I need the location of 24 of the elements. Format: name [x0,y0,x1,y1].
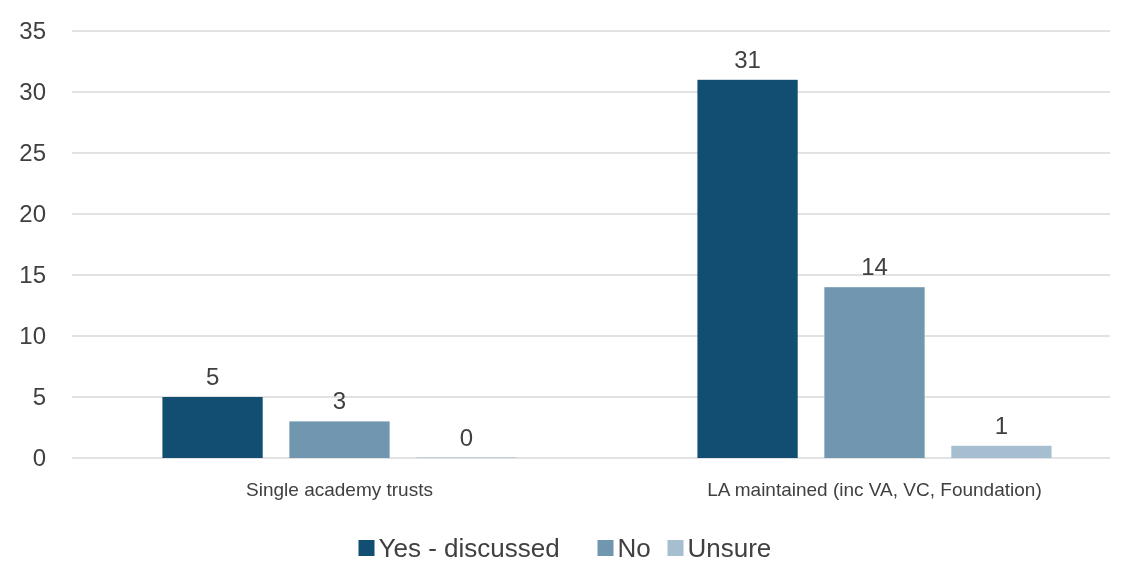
y-tick-label: 20 [19,200,46,228]
legend-label: No [617,533,651,564]
x-tick-label: LA maintained (inc VA, VC, Foundation) [707,479,1042,500]
y-tick-label: 15 [19,261,46,289]
y-tick-label: 30 [19,78,46,106]
data-label: 3 [332,387,347,415]
data-label: 5 [205,363,220,390]
bar [289,421,390,458]
legend-label: Yes - discussed [378,533,560,564]
data-label: 31 [734,45,761,73]
data-label: 0 [459,424,474,451]
data-label: 1 [994,411,1009,439]
bar [951,445,1052,458]
legend-label: Unsure [687,533,772,564]
bar [824,287,925,458]
bar [697,79,798,458]
y-tick-label: 10 [19,322,46,350]
y-tick-label: 0 [32,444,46,472]
x-tick-label: Single academy trusts [246,479,433,500]
data-label: 14 [861,253,888,281]
y-tick-label: 25 [19,139,46,167]
y-tick-label: 35 [19,17,46,45]
bar [162,397,263,458]
y-tick-label: 5 [32,383,46,411]
